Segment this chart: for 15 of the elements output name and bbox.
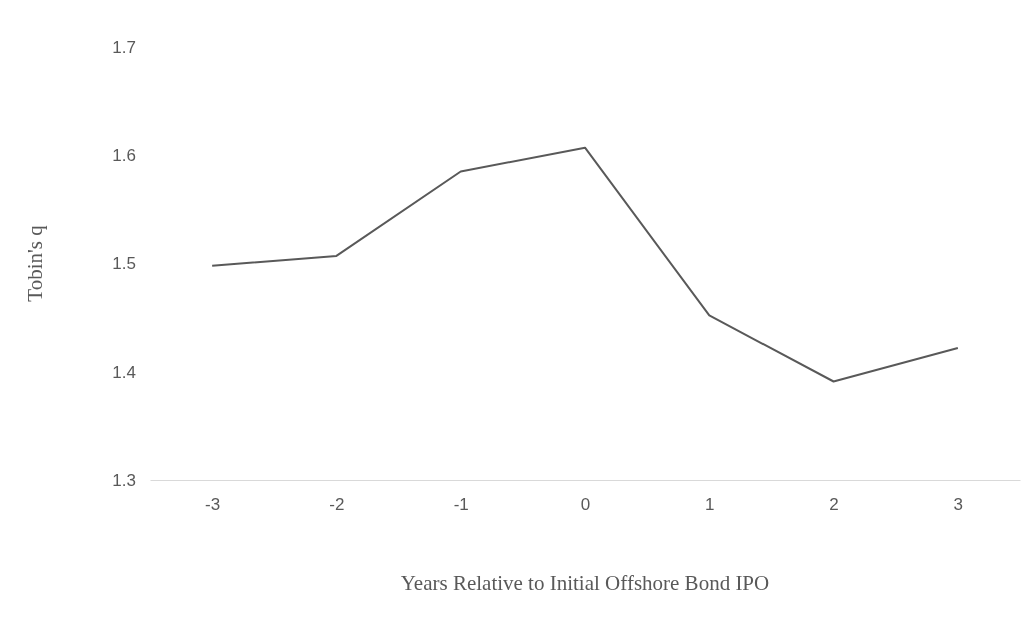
y-tick-label: 1.3	[112, 470, 136, 490]
y-tick-label: 1.7	[112, 37, 136, 57]
y-tick-label: 1.5	[112, 254, 136, 274]
x-axis-title: Years Relative to Initial Offshore Bond IPO	[400, 571, 770, 595]
x-tick-label: 2	[829, 495, 839, 515]
x-tick-label: 0	[580, 495, 591, 515]
line-series	[211, 146, 959, 383]
x-tick-label: -2	[329, 495, 345, 515]
y-tick-label: 1.6	[112, 146, 136, 166]
y-tick-label: 1.4	[112, 362, 136, 382]
x-tick-label: 3	[953, 495, 964, 515]
y-axis-title: Tobin's q	[23, 224, 47, 302]
x-tick-label: -1	[453, 495, 469, 515]
x-tick-label: -3	[205, 495, 221, 515]
x-tick-label: 1	[705, 495, 715, 515]
